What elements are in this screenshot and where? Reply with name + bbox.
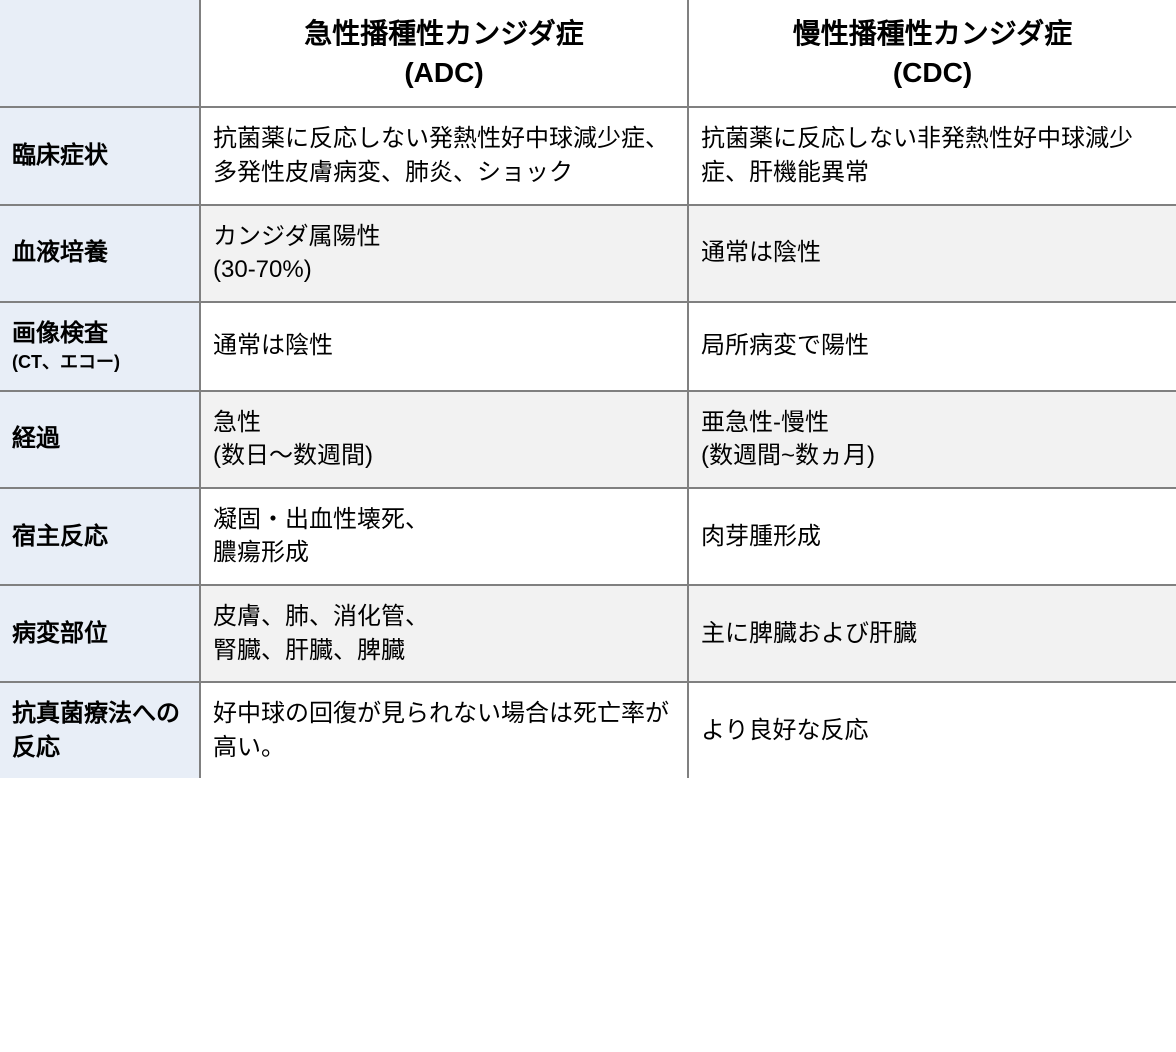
cdc-main: 局所病変で陽性 — [701, 332, 869, 359]
adc-cell: 皮膚、肺、消化管、腎臓、肝臓、脾臓 — [200, 585, 688, 682]
adc-sub: 膿瘍形成 — [213, 536, 675, 570]
table-row: 宿主反応 凝固・出血性壊死、膿瘍形成肉芽腫形成 — [0, 488, 1176, 585]
cdc-cell: 抗菌薬に反応しない非発熱性好中球減少症、肝機能異常 — [688, 107, 1176, 204]
adc-main: 凝固・出血性壊死、 — [213, 506, 429, 533]
header-cdc-sub: (CDC) — [701, 53, 1164, 92]
adc-cell: 急性 (数日〜数週間) — [200, 391, 688, 488]
cdc-cell: より良好な反応 — [688, 682, 1176, 778]
header-cdc-main: 慢性播種性カンジダ症 — [793, 18, 1072, 49]
table-row: 画像検査 (CT、エコー) 通常は陰性 局所病変で陽性 — [0, 302, 1176, 391]
cdc-cell: 肉芽腫形成 — [688, 488, 1176, 585]
adc-sub: (30-70%) — [213, 253, 675, 287]
table-body: 臨床症状 抗菌薬に反応しない発熱性好中球減少症、多発性皮膚病変、肺炎、ショック抗菌… — [0, 107, 1176, 778]
header-adc: 急性播種性カンジダ症 (ADC) — [200, 0, 688, 107]
row-label-cell: 経過 — [0, 391, 200, 488]
row-label-cell: 臨床症状 — [0, 107, 200, 204]
adc-cell: 通常は陰性 — [200, 302, 688, 391]
table-row: 血液培養 カンジダ属陽性 (30-70%) 通常は陰性 — [0, 205, 1176, 302]
table-header-row: 急性播種性カンジダ症 (ADC) 慢性播種性カンジダ症 (CDC) — [0, 0, 1176, 107]
adc-main: カンジダ属陽性 — [213, 223, 381, 250]
table-row: 病変部位 皮膚、肺、消化管、腎臓、肝臓、脾臓主に脾臓および肝臓 — [0, 585, 1176, 682]
adc-cell: 凝固・出血性壊死、膿瘍形成 — [200, 488, 688, 585]
row-label-cell: 病変部位 — [0, 585, 200, 682]
cdc-cell: 亜急性-慢性 (数週間~数ヵ月) — [688, 391, 1176, 488]
row-label-sub: (CT、エコー) — [12, 350, 187, 375]
adc-main: 皮膚、肺、消化管、 — [213, 603, 429, 630]
adc-main: 急性 — [213, 409, 261, 436]
cdc-main: 肉芽腫形成 — [701, 523, 821, 550]
row-label-cell: 宿主反応 — [0, 488, 200, 585]
row-label-main: 画像検査 — [12, 320, 108, 347]
cdc-main: 抗菌薬に反応しない非発熱性好中球減少症、肝機能異常 — [701, 125, 1133, 186]
table-row: 経過 急性 (数日〜数週間) 亜急性-慢性 (数週間~数ヵ月) — [0, 391, 1176, 488]
header-blank-cell — [0, 0, 200, 107]
row-label-cell: 画像検査 (CT、エコー) — [0, 302, 200, 391]
cdc-cell: 主に脾臓および肝臓 — [688, 585, 1176, 682]
cdc-main: 主に脾臓および肝臓 — [701, 620, 917, 647]
row-label-main: 経過 — [12, 425, 60, 452]
header-adc-main: 急性播種性カンジダ症 — [304, 18, 583, 49]
cdc-main: 亜急性-慢性 — [701, 409, 829, 436]
cdc-cell: 局所病変で陽性 — [688, 302, 1176, 391]
adc-cell: 好中球の回復が見られない場合は死亡率が高い。 — [200, 682, 688, 778]
row-label-cell: 血液培養 — [0, 205, 200, 302]
adc-cell: 抗菌薬に反応しない発熱性好中球減少症、多発性皮膚病変、肺炎、ショック — [200, 107, 688, 204]
adc-sub: (数日〜数週間) — [213, 439, 675, 473]
cdc-main: 通常は陰性 — [701, 239, 821, 266]
row-label-main: 血液培養 — [12, 239, 108, 266]
cdc-cell: 通常は陰性 — [688, 205, 1176, 302]
adc-main: 通常は陰性 — [213, 332, 333, 359]
cdc-sub: (数週間~数ヵ月) — [701, 439, 1164, 473]
adc-main: 好中球の回復が見られない場合は死亡率が高い。 — [213, 700, 669, 761]
adc-cell: カンジダ属陽性 (30-70%) — [200, 205, 688, 302]
cdc-main: より良好な反応 — [701, 717, 869, 744]
adc-sub: 腎臓、肝臓、脾臓 — [213, 634, 675, 668]
row-label-cell: 抗真菌療法への反応 — [0, 682, 200, 778]
table-row: 抗真菌療法への反応好中球の回復が見られない場合は死亡率が高い。 より良好な反応 — [0, 682, 1176, 778]
row-label-main: 病変部位 — [12, 620, 108, 647]
adc-main: 抗菌薬に反応しない発熱性好中球減少症、多発性皮膚病変、肺炎、ショック — [213, 125, 669, 186]
row-label-main: 宿主反応 — [12, 523, 108, 550]
table-row: 臨床症状 抗菌薬に反応しない発熱性好中球減少症、多発性皮膚病変、肺炎、ショック抗菌… — [0, 107, 1176, 204]
header-adc-sub: (ADC) — [213, 53, 675, 92]
row-label-main: 臨床症状 — [12, 142, 108, 169]
comparison-table: 急性播種性カンジダ症 (ADC) 慢性播種性カンジダ症 (CDC) 臨床症状 抗菌… — [0, 0, 1176, 778]
header-cdc: 慢性播種性カンジダ症 (CDC) — [688, 0, 1176, 107]
row-label-main: 抗真菌療法への反応 — [12, 700, 180, 761]
